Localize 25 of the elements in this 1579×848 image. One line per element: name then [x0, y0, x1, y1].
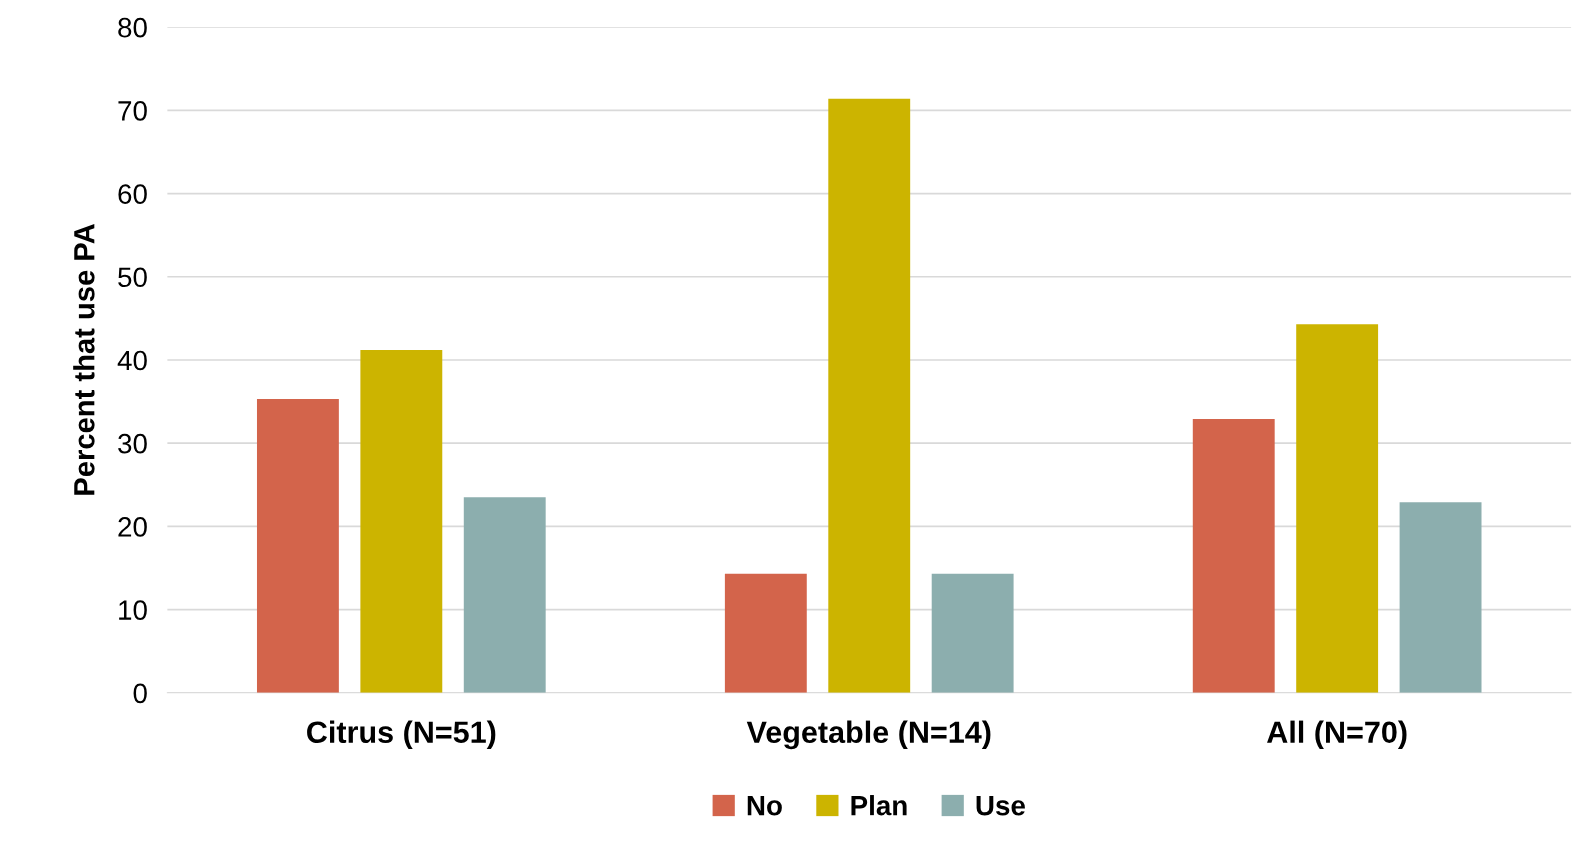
bar: [463, 497, 546, 693]
y-tick-label: 10: [119, 600, 147, 620]
bar: [360, 349, 443, 693]
legend-label: Plan: [851, 795, 907, 816]
bar: [256, 399, 339, 693]
bar: [1296, 324, 1379, 693]
y-tick-label: 50: [118, 267, 147, 288]
legend-label: Use: [976, 796, 1025, 816]
x-tick-label: Citrus (N=51): [307, 720, 496, 750]
y-tick-label: 0: [133, 683, 147, 704]
y-tick-label: 40: [117, 350, 147, 371]
y-tick-label: 30: [118, 433, 147, 454]
bar: [1192, 419, 1275, 693]
legend-label: No: [747, 796, 782, 816]
y-tick-label: 60: [118, 184, 147, 204]
bar: [1399, 502, 1482, 693]
x-tick-label: All (N=70): [1267, 720, 1407, 750]
y-tick-label: 20: [118, 517, 147, 537]
y-tick-label: 80: [118, 17, 147, 38]
bar: [931, 573, 1014, 693]
bar: [724, 573, 807, 693]
bar: [828, 98, 911, 693]
y-tick-label: 70: [118, 101, 147, 121]
y-axis-title: Percent that use PA: [73, 224, 95, 495]
x-tick-label: Vegetable (N=14): [746, 720, 991, 750]
